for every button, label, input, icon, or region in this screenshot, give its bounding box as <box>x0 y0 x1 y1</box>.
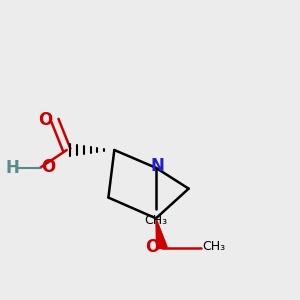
Text: O: O <box>145 238 159 256</box>
Text: H: H <box>5 159 19 177</box>
Text: CH₃: CH₃ <box>144 214 167 227</box>
Polygon shape <box>156 218 167 249</box>
Text: CH₃: CH₃ <box>202 240 225 253</box>
Text: O: O <box>41 158 56 176</box>
Text: O: O <box>38 111 52 129</box>
Text: N: N <box>151 157 164 175</box>
